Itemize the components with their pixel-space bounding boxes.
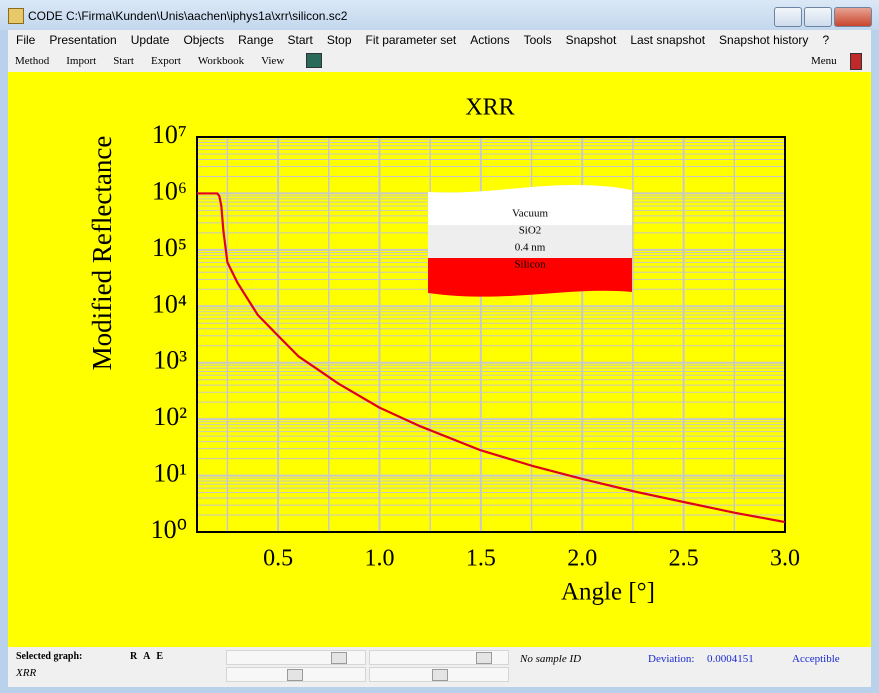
data-line [197, 192, 786, 524]
toolbar: Menu Method Import Start Export Workbook View [8, 50, 871, 72]
title-bar: CODE C:\Firma\Kunden\Unis\aachen\iphys1a… [0, 0, 879, 30]
y-tick-label: 10⁴ [152, 289, 187, 318]
scrollbar[interactable] [369, 667, 509, 682]
layer-label: Vacuum [512, 208, 548, 220]
y-tick-label: 10⁶ [152, 176, 187, 205]
menu-item[interactable]: Snapshot [565, 33, 617, 47]
menu-item[interactable]: Objects [183, 33, 225, 47]
y-tick-label: 10⁵ [152, 233, 187, 262]
x-tick-label: 2.5 [669, 546, 699, 572]
close-button[interactable] [834, 7, 872, 27]
y-tick-label: 10¹ [153, 459, 187, 488]
menu-item[interactable]: Last snapshot [630, 33, 706, 47]
toolbar-button[interactable]: Start [113, 55, 134, 67]
layer-vacuum [428, 184, 632, 225]
menu-item[interactable]: Fit parameter set [365, 33, 457, 47]
menu-item[interactable]: File [16, 33, 36, 47]
menu-item[interactable]: ? [822, 33, 830, 47]
menu-item[interactable]: Presentation [49, 33, 117, 47]
plot-frame [196, 136, 786, 533]
chart-title: XRR [465, 95, 514, 121]
y-tick-label: 10² [153, 402, 187, 431]
x-tick-label: 1.0 [364, 546, 394, 572]
layer-label: SiO2 [519, 225, 542, 237]
y-tick-label: 10³ [153, 346, 187, 375]
layer-sio2 [428, 225, 632, 258]
menu-item[interactable]: Start [287, 33, 313, 47]
sample-id: No sample ID [520, 653, 582, 665]
selected-graph: XRR [16, 667, 37, 679]
menu-item[interactable]: Range [238, 33, 274, 47]
y-tick-label: 10⁷ [152, 120, 187, 149]
x-tick-label: 3.0 [770, 546, 800, 572]
graph-buttons[interactable]: R A E [130, 651, 166, 662]
fit-rating: Acceptible [792, 653, 840, 665]
x-axis-label: Angle [°] [561, 579, 655, 606]
x-tick-label: 2.0 [567, 546, 597, 572]
deviation-label: Deviation: [648, 653, 695, 665]
layer-silicon [428, 258, 632, 297]
menu-icon[interactable] [850, 53, 862, 70]
toolbar-button[interactable]: Method [15, 55, 50, 67]
maximize-button[interactable] [804, 7, 832, 27]
toolbar-button[interactable]: Export [150, 55, 181, 67]
toolbar-button[interactable]: Import [66, 55, 97, 67]
scrollbar[interactable] [226, 650, 366, 665]
toolbar-button[interactable]: View [261, 55, 285, 67]
scrollbar[interactable] [369, 650, 509, 665]
menu-item[interactable]: Snapshot history [719, 33, 809, 47]
scrollbar[interactable] [226, 667, 366, 682]
layer-label: Silicon [514, 259, 546, 271]
chart: XRR Modified Reflectance Angle [°] 10⁰ 10… [8, 72, 871, 647]
selected-label: Selected graph: [16, 651, 83, 662]
menu-item[interactable]: Update [130, 33, 170, 47]
x-tick-label: 1.5 [466, 546, 496, 572]
menu-item[interactable]: Stop [326, 33, 352, 47]
y-axis-label: Modified Reflectance [87, 136, 117, 371]
window-title: CODE C:\Firma\Kunden\Unis\aachen\iphys1a… [28, 9, 348, 23]
x-tick-label: 0.5 [263, 546, 293, 572]
deviation-value: 0.0004151 [707, 653, 754, 665]
menu-bar: File Presentation Update Objects Range Start S… [8, 30, 871, 50]
minimize-button[interactable] [774, 7, 802, 27]
toolbar-button[interactable]: Workbook [197, 55, 245, 67]
menu-item[interactable]: Actions [470, 33, 510, 47]
status-bar: Selected graph: R A E XRR No sample ID D… [8, 647, 871, 687]
menu-item[interactable]: Tools [523, 33, 552, 47]
layer-label: 0.4 nm [515, 242, 546, 254]
app-icon [8, 8, 24, 24]
y-tick-label: 10⁰ [151, 515, 187, 544]
toolbar-menu[interactable]: Menu [811, 55, 837, 67]
view-icon[interactable] [306, 53, 322, 68]
